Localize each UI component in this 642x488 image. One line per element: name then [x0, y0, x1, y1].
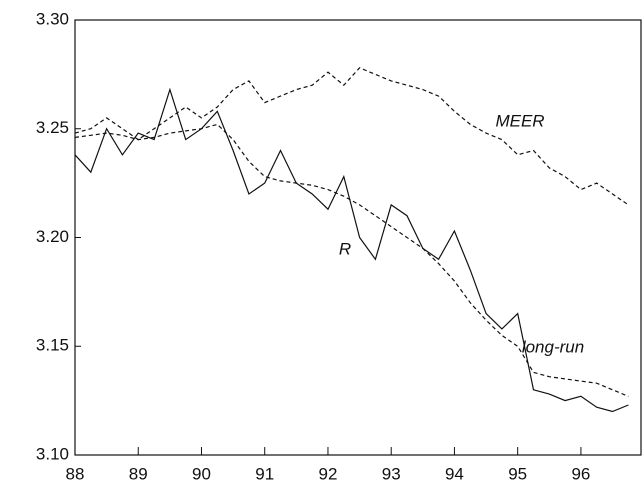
x-tick-label: 89: [129, 464, 148, 483]
series-line: [74, 123, 629, 397]
plot-frame: [74, 19, 642, 456]
x-tick-label: 88: [66, 464, 85, 483]
y-tick-label: 3.20: [36, 227, 69, 246]
x-tick-label: 94: [445, 464, 464, 483]
x-tick-label: 92: [318, 464, 337, 483]
x-tick-label: 96: [571, 464, 590, 483]
series-label: MEER: [495, 111, 544, 130]
y-tick-label: 3.25: [36, 118, 69, 137]
y-tick-label: 3.30: [36, 9, 69, 28]
series-label: R: [339, 239, 351, 258]
series-line: [74, 87, 629, 413]
series-label: long-run: [522, 337, 584, 356]
x-tick-label: 91: [255, 464, 274, 483]
y-tick-label: 3.15: [36, 336, 69, 355]
y-tick-label: 3.10: [36, 444, 69, 463]
x-tick-label: 95: [508, 464, 527, 483]
x-tick-label: 93: [382, 464, 401, 483]
x-tick-label: 90: [192, 464, 211, 483]
